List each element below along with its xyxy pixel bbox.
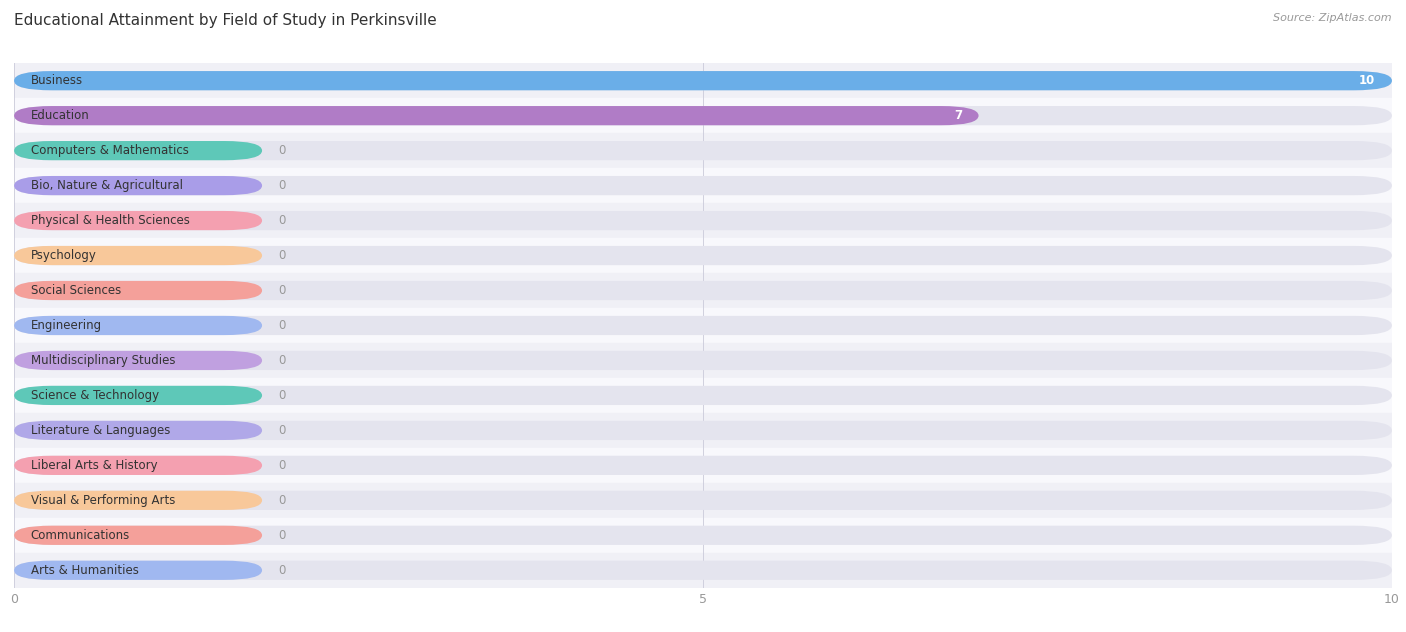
- FancyBboxPatch shape: [14, 106, 979, 125]
- FancyBboxPatch shape: [14, 421, 1392, 440]
- FancyBboxPatch shape: [14, 316, 262, 335]
- Bar: [14, 63, 1392, 98]
- Text: Physical & Health Sciences: Physical & Health Sciences: [31, 214, 190, 227]
- FancyBboxPatch shape: [14, 386, 262, 405]
- Bar: [14, 448, 1392, 483]
- Text: Bio, Nature & Agricultural: Bio, Nature & Agricultural: [31, 179, 183, 192]
- FancyBboxPatch shape: [14, 281, 1392, 300]
- FancyBboxPatch shape: [14, 281, 262, 300]
- FancyBboxPatch shape: [14, 141, 262, 161]
- FancyBboxPatch shape: [14, 176, 1392, 195]
- Text: Science & Technology: Science & Technology: [31, 389, 159, 402]
- Text: 7: 7: [953, 109, 962, 122]
- Text: Multidisciplinary Studies: Multidisciplinary Studies: [31, 354, 176, 367]
- Bar: [14, 133, 1392, 168]
- Bar: [14, 238, 1392, 273]
- Text: 0: 0: [278, 564, 285, 577]
- FancyBboxPatch shape: [14, 176, 262, 195]
- Text: 0: 0: [278, 424, 285, 437]
- Text: Psychology: Psychology: [31, 249, 97, 262]
- Text: Education: Education: [31, 109, 90, 122]
- FancyBboxPatch shape: [14, 490, 262, 510]
- Text: 0: 0: [278, 214, 285, 227]
- FancyBboxPatch shape: [14, 141, 1392, 161]
- Bar: [14, 308, 1392, 343]
- FancyBboxPatch shape: [14, 211, 262, 230]
- Bar: [14, 168, 1392, 203]
- Text: 0: 0: [278, 249, 285, 262]
- Text: Engineering: Engineering: [31, 319, 101, 332]
- FancyBboxPatch shape: [14, 71, 1392, 90]
- Bar: [14, 378, 1392, 413]
- FancyBboxPatch shape: [14, 211, 1392, 230]
- Text: Arts & Humanities: Arts & Humanities: [31, 564, 138, 577]
- FancyBboxPatch shape: [14, 490, 1392, 510]
- Text: 0: 0: [278, 389, 285, 402]
- Text: 0: 0: [278, 459, 285, 472]
- Text: 10: 10: [1360, 74, 1375, 87]
- FancyBboxPatch shape: [14, 351, 1392, 370]
- Text: 0: 0: [278, 319, 285, 332]
- Bar: [14, 518, 1392, 553]
- Text: 0: 0: [278, 494, 285, 507]
- Text: 0: 0: [278, 529, 285, 542]
- FancyBboxPatch shape: [14, 526, 1392, 545]
- FancyBboxPatch shape: [14, 246, 1392, 265]
- Bar: [14, 413, 1392, 448]
- Text: Liberal Arts & History: Liberal Arts & History: [31, 459, 157, 472]
- Bar: [14, 343, 1392, 378]
- FancyBboxPatch shape: [14, 561, 262, 580]
- Text: Literature & Languages: Literature & Languages: [31, 424, 170, 437]
- FancyBboxPatch shape: [14, 421, 262, 440]
- FancyBboxPatch shape: [14, 561, 1392, 580]
- FancyBboxPatch shape: [14, 456, 262, 475]
- Bar: [14, 273, 1392, 308]
- Text: Communications: Communications: [31, 529, 129, 542]
- Text: 0: 0: [278, 354, 285, 367]
- Text: 0: 0: [278, 284, 285, 297]
- Bar: [14, 553, 1392, 588]
- Text: 0: 0: [278, 144, 285, 157]
- Text: Visual & Performing Arts: Visual & Performing Arts: [31, 494, 174, 507]
- Bar: [14, 483, 1392, 518]
- Text: Computers & Mathematics: Computers & Mathematics: [31, 144, 188, 157]
- FancyBboxPatch shape: [14, 71, 1392, 90]
- Text: Business: Business: [31, 74, 83, 87]
- Text: 0: 0: [278, 179, 285, 192]
- FancyBboxPatch shape: [14, 456, 1392, 475]
- Text: Social Sciences: Social Sciences: [31, 284, 121, 297]
- FancyBboxPatch shape: [14, 106, 1392, 125]
- FancyBboxPatch shape: [14, 386, 1392, 405]
- FancyBboxPatch shape: [14, 526, 262, 545]
- Text: Source: ZipAtlas.com: Source: ZipAtlas.com: [1274, 13, 1392, 23]
- FancyBboxPatch shape: [14, 351, 262, 370]
- Text: Educational Attainment by Field of Study in Perkinsville: Educational Attainment by Field of Study…: [14, 13, 437, 28]
- Bar: [14, 98, 1392, 133]
- FancyBboxPatch shape: [14, 316, 1392, 335]
- Bar: [14, 203, 1392, 238]
- FancyBboxPatch shape: [14, 246, 262, 265]
